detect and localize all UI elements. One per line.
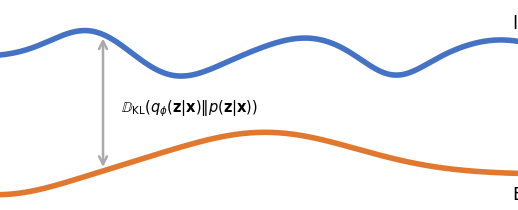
Text: $\mathrm{ELBO}(\mathbf{x})$: $\mathrm{ELBO}(\mathbf{x})$ [512, 184, 518, 204]
Text: $\log p(\mathbf{x})$: $\log p(\mathbf{x})$ [512, 13, 518, 35]
Text: $\mathbb{D}_{\mathrm{KL}}(q_\phi(\mathbf{z}|\mathbf{x})\|p(\mathbf{z}|\mathbf{x}: $\mathbb{D}_{\mathrm{KL}}(q_\phi(\mathbf… [121, 99, 258, 119]
